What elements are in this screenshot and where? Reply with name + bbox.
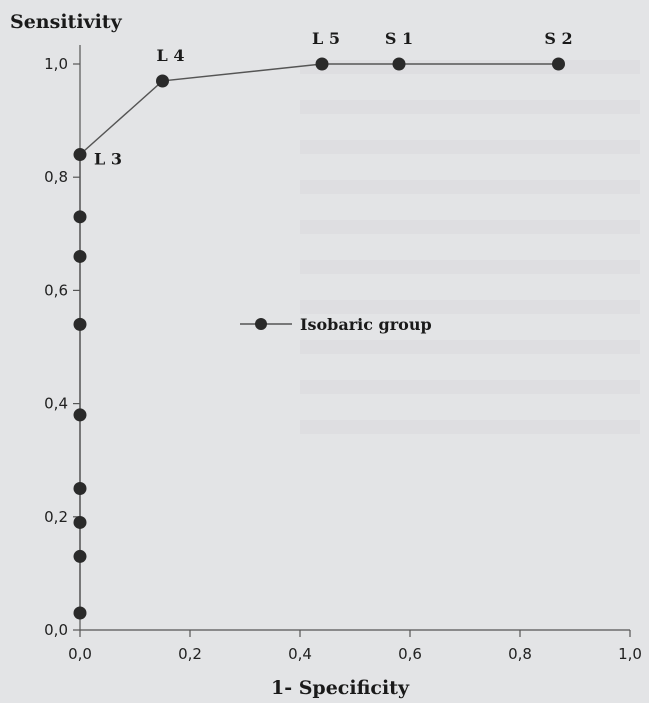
y-tick-label: 0,0: [44, 621, 68, 639]
y-ticks: 0,0 0,2 0,4 0,6 0,8 1,0: [44, 55, 80, 639]
legend-marker: [255, 318, 267, 330]
y-tick-label: 0,2: [44, 508, 68, 526]
data-point: [73, 549, 87, 563]
x-tick-label: 0,8: [508, 645, 532, 663]
data-point: [73, 249, 87, 263]
y-tick-label: 1,0: [44, 55, 68, 73]
point-label: L 3: [94, 150, 122, 169]
data-point: [73, 606, 87, 620]
y-tick-label: 0,8: [44, 168, 68, 186]
point-label: L 4: [157, 46, 185, 65]
x-tick-label: 0,2: [178, 645, 202, 663]
data-point: [73, 317, 87, 331]
data-point: [73, 148, 87, 162]
data-point: [73, 515, 87, 529]
point-label: L 5: [312, 29, 340, 48]
data-point: [392, 57, 406, 71]
y-axis-title: Sensitivity: [10, 11, 123, 33]
x-tick-label: 0,6: [398, 645, 422, 663]
legend: Isobaric group: [240, 315, 432, 334]
y-tick-label: 0,6: [44, 281, 68, 299]
series-isobaric-group: [73, 57, 565, 620]
x-tick-label: 0,0: [68, 645, 92, 663]
point-label: S 1: [385, 29, 413, 48]
data-point: [73, 210, 87, 224]
background-texture: [300, 60, 640, 434]
y-tick-label: 0,4: [44, 395, 68, 413]
data-point: [552, 57, 565, 71]
x-axis-title: 1- Specificity: [271, 677, 410, 699]
x-ticks: 0,0 0,2 0,4 0,6 0,8 1,0: [68, 630, 642, 663]
data-point: [73, 408, 87, 422]
legend-label: Isobaric group: [300, 315, 432, 334]
x-tick-label: 0,4: [288, 645, 312, 663]
data-point: [73, 482, 87, 495]
point-labels: L 3 L 4 L 5 S 1 S 2: [94, 29, 573, 169]
data-point: [315, 57, 329, 71]
x-tick-label: 1,0: [618, 645, 642, 663]
point-label: S 2: [544, 29, 572, 48]
data-point: [156, 74, 169, 88]
